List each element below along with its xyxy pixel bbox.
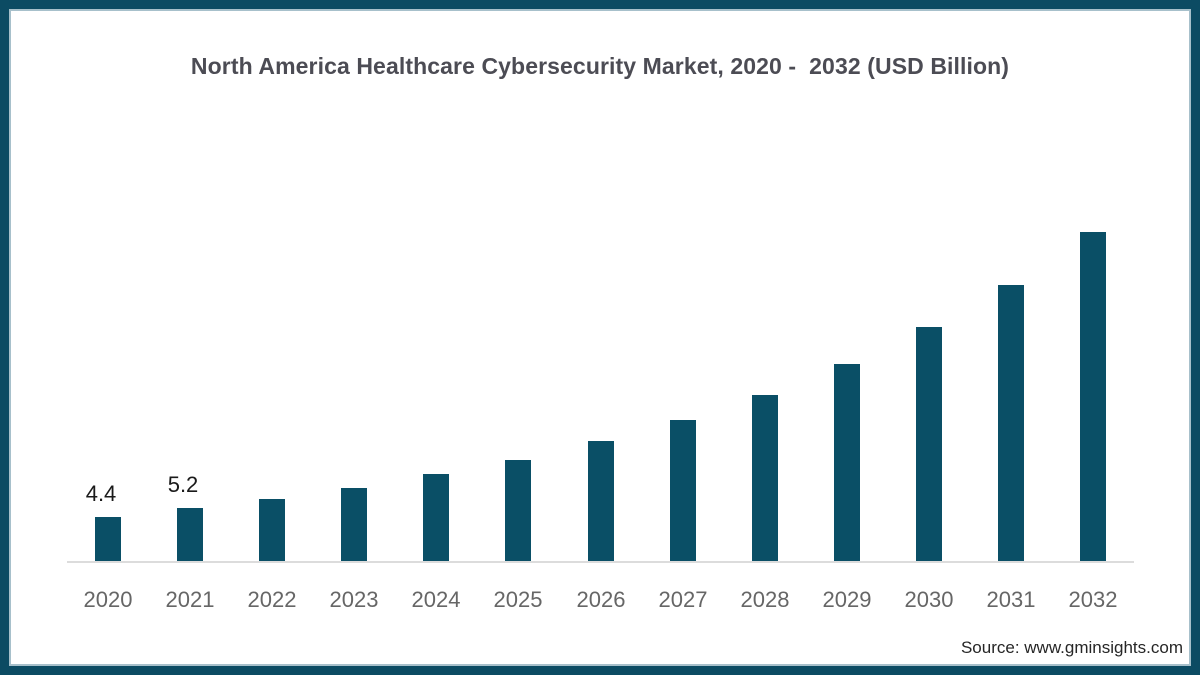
bar-2024: [423, 474, 449, 562]
x-tick-2024: 2024: [411, 587, 461, 612]
x-tick-2027: 2027: [658, 587, 708, 612]
plot-area: 4.4 5.2: [67, 9, 1134, 562]
x-tick-2023: 2023: [329, 587, 379, 612]
bar-2025: [505, 460, 531, 562]
bar-2027: [670, 420, 696, 562]
x-tick-2021: 2021: [165, 587, 215, 612]
source-note: Source: www.gminsights.com: [960, 638, 1183, 658]
x-tick-2022: 2022: [247, 587, 297, 612]
bar-2030: [916, 327, 942, 562]
bar-2028: [752, 395, 778, 562]
bar-2022: [259, 499, 285, 562]
x-tick-2031: 2031: [986, 587, 1036, 612]
bar-2020: [95, 517, 121, 562]
x-tick-2030: 2030: [904, 587, 954, 612]
x-axis-tick-row: 2020 2021 2022 2023 2024 2025 2026 2027 2028 2029…: [67, 587, 1134, 615]
x-tick-2032: 2032: [1068, 587, 1118, 612]
x-axis-line: [67, 561, 1134, 563]
x-tick-2026: 2026: [576, 587, 626, 612]
bar-2021: [177, 508, 203, 562]
bar-2026: [588, 441, 614, 562]
bar-2029: [834, 364, 860, 562]
bar-2032: [1080, 232, 1106, 562]
value-label-2021: 5.2: [167, 472, 199, 497]
x-tick-2020: 2020: [83, 587, 133, 612]
chart-title: North America Healthcare Cybersecurity M…: [190, 53, 1010, 79]
x-tick-2029: 2029: [822, 587, 872, 612]
x-tick-2025: 2025: [493, 587, 543, 612]
bar-2023: [341, 488, 367, 562]
bar-2031: [998, 285, 1024, 562]
x-tick-2028: 2028: [740, 587, 790, 612]
value-label-2020: 4.4: [85, 481, 117, 506]
